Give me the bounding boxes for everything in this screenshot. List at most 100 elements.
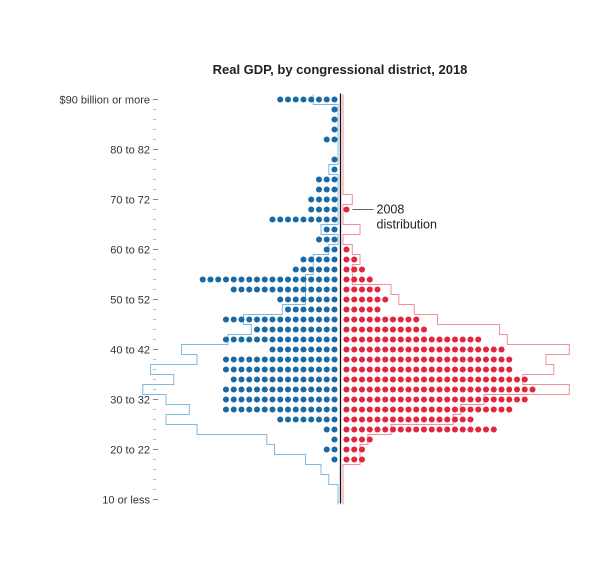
- y-tick-label: 40 to 42: [110, 345, 150, 357]
- dot-democratic: [238, 396, 245, 403]
- dot-republican: [413, 366, 420, 373]
- dot-republican: [467, 336, 474, 343]
- dot-democratic: [308, 256, 315, 263]
- dot-democratic: [331, 376, 338, 383]
- dot-republican: [451, 346, 459, 353]
- dot-democratic: [284, 216, 292, 223]
- dot-republican: [506, 366, 513, 373]
- dot-republican: [351, 416, 358, 423]
- dot-democratic: [308, 306, 315, 313]
- dot-republican: [413, 356, 420, 363]
- dot-republican: [343, 386, 350, 393]
- dot-republican: [405, 336, 412, 343]
- dot-republican: [358, 296, 366, 303]
- dot-democratic: [238, 406, 245, 413]
- dot-republican: [506, 386, 513, 393]
- dot-republican: [343, 446, 350, 453]
- dot-republican: [467, 356, 474, 363]
- dot-republican: [444, 376, 451, 383]
- dot-republican: [420, 426, 428, 433]
- dot-republican: [405, 326, 412, 333]
- dot-republican: [397, 316, 404, 323]
- dot-democratic: [238, 286, 245, 293]
- dot-republican: [358, 396, 366, 403]
- dot-republican: [343, 436, 350, 443]
- dot-democratic: [323, 336, 330, 343]
- dot-republican: [420, 376, 428, 383]
- dot-republican: [475, 376, 482, 383]
- dot-republican: [459, 426, 466, 433]
- dot-republican: [358, 356, 366, 363]
- dot-republican: [459, 366, 466, 373]
- dot-democratic: [331, 246, 338, 253]
- dot-democratic: [222, 406, 230, 413]
- dot-republican: [343, 276, 350, 283]
- dot-democratic: [323, 356, 330, 363]
- dot-democratic: [331, 276, 338, 283]
- dot-republican: [490, 406, 497, 413]
- dot-democratic: [215, 276, 222, 283]
- dot-republican: [467, 426, 474, 433]
- dot-democratic: [300, 306, 307, 313]
- dot-democratic: [277, 376, 284, 383]
- dot-democratic: [292, 306, 299, 313]
- dot-republican: [436, 416, 443, 423]
- dot-republican: [397, 396, 404, 403]
- dot-republican: [482, 406, 490, 413]
- dot-democratic: [269, 286, 276, 293]
- dot-republican: [498, 366, 505, 373]
- dot-republican: [382, 406, 389, 413]
- dot-democratic: [292, 336, 299, 343]
- dot-republican: [374, 286, 381, 293]
- dot-democratic: [261, 356, 268, 363]
- dot-democratic: [331, 166, 338, 173]
- dot-democratic: [222, 396, 230, 403]
- annotation-text-line2: distribution: [377, 218, 437, 232]
- dot-republican: [343, 306, 350, 313]
- dot-democratic: [315, 286, 323, 293]
- dot-republican: [366, 286, 373, 293]
- dot-democratic: [323, 196, 330, 203]
- dot-democratic: [269, 346, 276, 353]
- dot-democratic: [292, 96, 299, 103]
- dot-republican: [358, 336, 366, 343]
- dot-democratic: [253, 386, 261, 393]
- dot-democratic: [308, 336, 315, 343]
- dot-republican: [482, 346, 490, 353]
- dot-democratic: [308, 376, 315, 383]
- dot-republican: [351, 256, 358, 263]
- dot-democratic: [277, 366, 284, 373]
- dot-republican: [358, 286, 366, 293]
- dot-republican: [490, 426, 497, 433]
- dot-democratic: [277, 276, 284, 283]
- dot-democratic: [315, 396, 323, 403]
- dot-republican: [405, 416, 412, 423]
- dot-democratic: [261, 396, 268, 403]
- dot-republican: [451, 376, 459, 383]
- dot-democratic: [315, 316, 323, 323]
- dot-democratic: [292, 386, 299, 393]
- dot-republican: [498, 386, 505, 393]
- dot-republican: [366, 426, 373, 433]
- dot-democratic: [323, 186, 330, 193]
- dot-democratic: [253, 336, 261, 343]
- dot-republican: [436, 376, 443, 383]
- dot-democratic: [331, 386, 338, 393]
- dot-democratic: [323, 326, 330, 333]
- dot-democratic: [277, 396, 284, 403]
- dot-republican: [374, 316, 381, 323]
- dot-democratic: [315, 366, 323, 373]
- dot-democratic: [292, 366, 299, 373]
- dot-republican: [343, 286, 350, 293]
- dot-republican: [420, 396, 428, 403]
- dot-republican: [382, 396, 389, 403]
- dot-democratic: [315, 296, 323, 303]
- dot-democratic: [300, 256, 307, 263]
- dot-democratic: [300, 406, 307, 413]
- dot-democratic: [284, 406, 292, 413]
- dot-republican: [343, 336, 350, 343]
- y-tick-label: $90 billion or more: [60, 95, 151, 107]
- dot-republican: [389, 386, 397, 393]
- dot-republican: [490, 346, 497, 353]
- dot-republican: [420, 346, 428, 353]
